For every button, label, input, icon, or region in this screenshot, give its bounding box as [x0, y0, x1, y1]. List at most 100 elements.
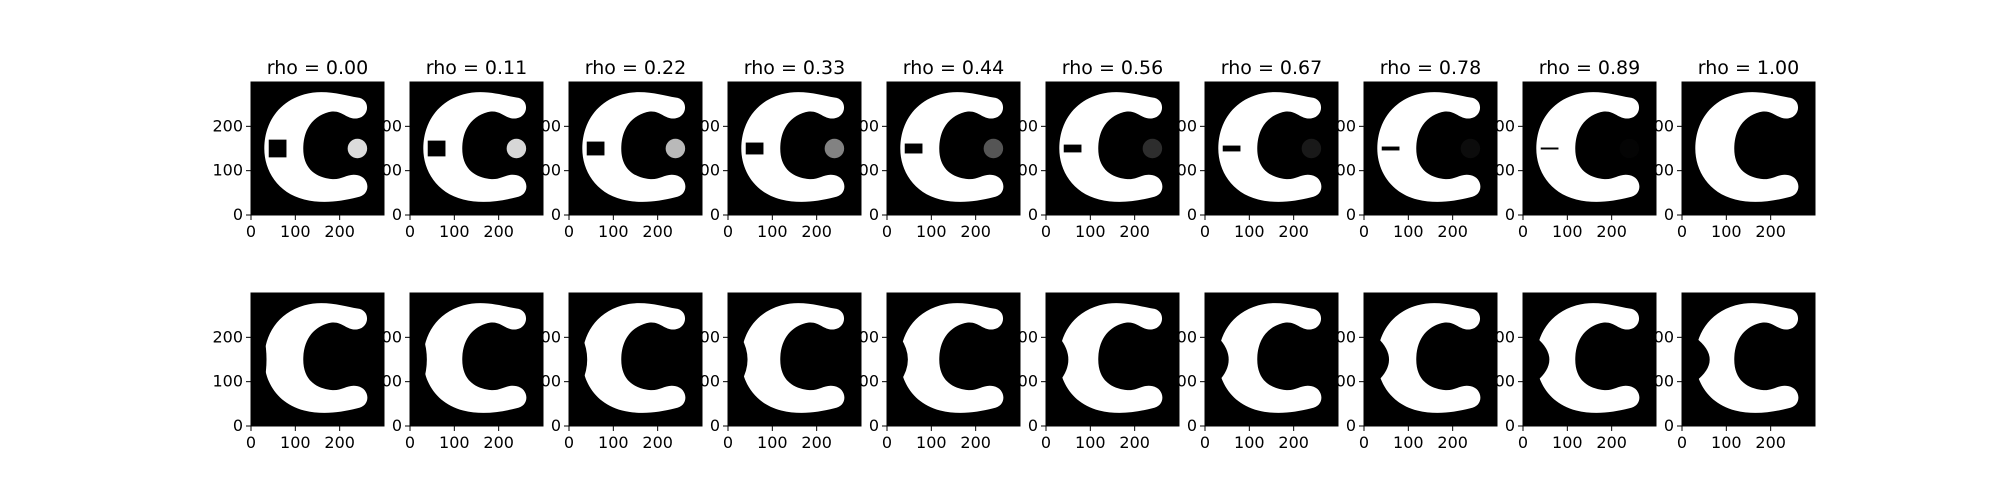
gap-bar	[268, 139, 287, 158]
x-tick-label: 200	[642, 222, 673, 241]
axes-frame	[1045, 292, 1180, 427]
panel-title: rho = 0.22	[585, 57, 686, 79]
x-tick-label: 0	[246, 222, 256, 241]
y-tick-label: 100	[371, 372, 402, 391]
y-tick-label: 0	[1187, 205, 1197, 224]
y-tick-label: 200	[1643, 327, 1674, 346]
c-shape	[1377, 303, 1481, 413]
y-tick-label: 0	[392, 416, 402, 435]
y-tick-label: 0	[1505, 416, 1515, 435]
panel-r0-c4: 0 100 200 0 100 200 rho = 0.44	[848, 57, 1021, 241]
x-tick-label: 100	[1393, 433, 1424, 452]
panel-r1-c5: 0 100 200 0 100 200	[1007, 292, 1180, 452]
x-tick-label: 100	[1234, 433, 1265, 452]
y-tick-label: 100	[1325, 372, 1356, 391]
left-indent	[1205, 337, 1229, 382]
panel-r1-c0: 0 100 200 0 100 200	[212, 292, 385, 452]
x-tick-label: 0	[1518, 222, 1528, 241]
y-tick-label: 100	[1484, 161, 1515, 180]
y-tick-label: 0	[1346, 416, 1356, 435]
panel-r0-c5: 0 100 200 0 100 200 rho = 0.56	[1007, 57, 1180, 241]
y-tick-label: 100	[689, 372, 720, 391]
x-tick-label: 100	[757, 433, 788, 452]
y-tick-label: 100	[1643, 372, 1674, 391]
left-indent	[887, 337, 908, 382]
left-indent	[728, 337, 748, 382]
axes-frame	[409, 81, 544, 216]
c-shape	[1536, 92, 1640, 202]
axes-frame	[250, 81, 385, 216]
y-tick-label: 100	[1007, 372, 1038, 391]
c-shape	[264, 303, 368, 413]
y-tick-label: 100	[848, 161, 879, 180]
x-tick-label: 200	[960, 222, 991, 241]
y-tick-label: 0	[1346, 205, 1356, 224]
c-shape	[1695, 303, 1799, 413]
y-tick-label: 200	[212, 116, 243, 135]
y-tick-label: 200	[1325, 327, 1356, 346]
x-tick-label: 100	[1711, 222, 1742, 241]
panel-r1-c9: 0 100 200 0 100 200	[1643, 292, 1816, 452]
c-shape	[1218, 92, 1322, 202]
y-tick-label: 0	[551, 205, 561, 224]
axes-frame	[1045, 81, 1180, 216]
x-tick-label: 0	[1677, 433, 1687, 452]
y-tick-label: 200	[530, 116, 561, 135]
c-shape	[582, 92, 686, 202]
panel-title: rho = 0.00	[267, 57, 368, 79]
y-tick-label: 200	[1643, 116, 1674, 135]
y-tick-label: 200	[212, 327, 243, 346]
y-tick-label: 200	[848, 116, 879, 135]
x-tick-label: 0	[405, 433, 415, 452]
y-tick-label: 200	[1325, 116, 1356, 135]
axes-frame	[1522, 292, 1657, 427]
gap-bar	[427, 140, 446, 157]
x-tick-label: 100	[1552, 433, 1583, 452]
panel-r0-c0: 0 100 200 0 100 200 rho = 0.00	[212, 57, 385, 241]
panel-title: rho = 0.67	[1221, 57, 1322, 79]
y-tick-label: 200	[1007, 116, 1038, 135]
y-tick-label: 100	[1643, 161, 1674, 180]
y-tick-label: 200	[371, 327, 402, 346]
panel-r0-c8: 0 100 200 0 100 200 rho = 0.89	[1484, 57, 1657, 241]
x-tick-label: 200	[324, 222, 355, 241]
left-indent	[251, 337, 267, 382]
x-tick-label: 0	[1041, 222, 1051, 241]
c-shape	[1695, 92, 1799, 202]
y-tick-label: 100	[212, 372, 243, 391]
x-tick-label: 100	[1075, 433, 1106, 452]
x-tick-label: 200	[960, 433, 991, 452]
c-shape	[582, 303, 686, 413]
y-tick-label: 200	[689, 327, 720, 346]
c-shape	[423, 92, 527, 202]
axes-frame	[409, 292, 544, 427]
left-indent	[1523, 337, 1550, 382]
panel-title: rho = 0.11	[426, 57, 527, 79]
gap-bar	[1540, 147, 1559, 150]
y-tick-label: 200	[1166, 116, 1197, 135]
x-tick-label: 100	[1552, 222, 1583, 241]
x-tick-label: 100	[757, 222, 788, 241]
panel-r0-c2: 0 100 200 0 100 200 rho = 0.22	[530, 57, 703, 241]
x-tick-label: 200	[1437, 222, 1468, 241]
y-tick-label: 0	[1187, 416, 1197, 435]
gray-dot	[506, 138, 527, 159]
y-tick-label: 200	[689, 116, 720, 135]
c-shape	[1218, 303, 1322, 413]
axes-frame	[1363, 81, 1498, 216]
x-tick-label: 100	[280, 433, 311, 452]
panel-r0-c3: 0 100 200 0 100 200 rho = 0.33	[689, 57, 862, 241]
x-tick-label: 0	[246, 433, 256, 452]
x-tick-label: 0	[564, 222, 574, 241]
x-tick-label: 200	[801, 433, 832, 452]
axes-frame	[250, 292, 385, 427]
x-tick-label: 0	[723, 222, 733, 241]
x-tick-label: 0	[1359, 433, 1369, 452]
panel-title: rho = 0.78	[1380, 57, 1481, 79]
c-shape	[1059, 92, 1163, 202]
x-tick-label: 200	[1596, 222, 1627, 241]
gray-dot	[1301, 138, 1322, 159]
x-tick-label: 100	[598, 433, 629, 452]
x-tick-label: 0	[1041, 433, 1051, 452]
x-tick-label: 0	[1200, 222, 1210, 241]
